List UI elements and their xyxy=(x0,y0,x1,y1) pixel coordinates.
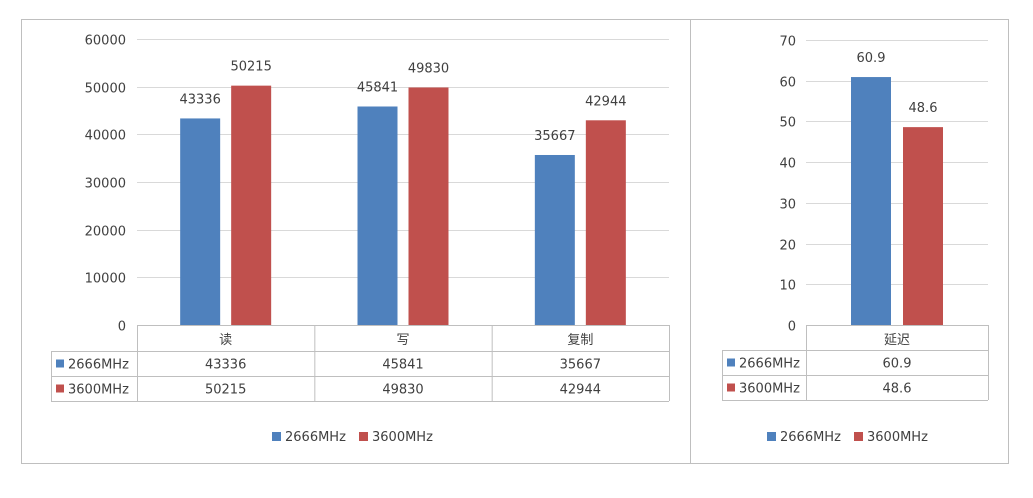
table-legend-key xyxy=(56,384,64,393)
y-tick-label: 60 xyxy=(779,76,796,91)
legend-swatch xyxy=(767,432,776,441)
bar xyxy=(180,118,221,325)
bar xyxy=(585,120,626,326)
data-label: 49830 xyxy=(408,61,449,76)
legend-swatch xyxy=(854,432,863,441)
data-label: 60.9 xyxy=(857,51,886,66)
legend-label: 2666MHz xyxy=(780,430,841,445)
table-cell: 45841 xyxy=(382,358,423,373)
category-label: 读 xyxy=(219,333,232,348)
chart-panel-border xyxy=(21,19,691,464)
table-cell: 48.6 xyxy=(883,382,912,397)
y-tick-label: 30 xyxy=(779,198,796,213)
table-cell: 60.9 xyxy=(883,357,912,372)
bar xyxy=(408,87,449,326)
table-series-label: 2666MHz xyxy=(68,358,129,373)
data-label: 50215 xyxy=(230,60,271,75)
y-tick-label: 40 xyxy=(779,157,796,172)
legend-label: 3600MHz xyxy=(372,430,433,445)
data-label: 48.6 xyxy=(909,101,938,116)
category-label: 写 xyxy=(396,333,409,348)
data-label: 45841 xyxy=(357,80,398,95)
category-label: 复制 xyxy=(567,333,593,348)
table-cell: 43336 xyxy=(205,358,246,373)
table-cell: 50215 xyxy=(205,383,246,398)
table-legend-key xyxy=(727,358,735,367)
bar xyxy=(534,154,575,325)
table-legend-key xyxy=(727,383,735,392)
legend-swatch xyxy=(272,432,281,441)
y-tick-label: 10 xyxy=(779,279,796,294)
chart-panel-border xyxy=(690,19,1009,464)
table-cell: 49830 xyxy=(382,383,423,398)
y-tick-label: 0 xyxy=(118,320,126,335)
y-tick-label: 40000 xyxy=(85,129,126,144)
y-tick-label: 10000 xyxy=(85,272,126,287)
y-tick-label: 60000 xyxy=(85,34,126,49)
bar xyxy=(851,77,891,325)
table-cell: 35667 xyxy=(560,358,601,373)
y-tick-label: 50 xyxy=(779,116,796,131)
table-series-label: 2666MHz xyxy=(739,357,800,372)
table-series-label: 3600MHz xyxy=(68,383,129,398)
legend-swatch xyxy=(359,432,368,441)
table-series-label: 3600MHz xyxy=(739,382,800,397)
bar xyxy=(903,127,943,325)
y-tick-label: 50000 xyxy=(85,82,126,97)
data-label: 42944 xyxy=(585,94,626,109)
category-label: 延迟 xyxy=(884,333,910,348)
legend-label: 3600MHz xyxy=(867,430,928,445)
table-cell: 42944 xyxy=(560,383,601,398)
y-tick-label: 20 xyxy=(779,239,796,254)
y-tick-label: 20000 xyxy=(85,225,126,240)
legend-label: 2666MHz xyxy=(285,430,346,445)
bar xyxy=(231,85,272,325)
bar xyxy=(357,106,398,325)
y-tick-label: 0 xyxy=(788,320,796,335)
data-label: 35667 xyxy=(534,129,575,144)
y-tick-label: 30000 xyxy=(85,177,126,192)
y-tick-label: 70 xyxy=(779,35,796,50)
data-label: 43336 xyxy=(179,92,220,107)
table-legend-key xyxy=(56,359,64,368)
